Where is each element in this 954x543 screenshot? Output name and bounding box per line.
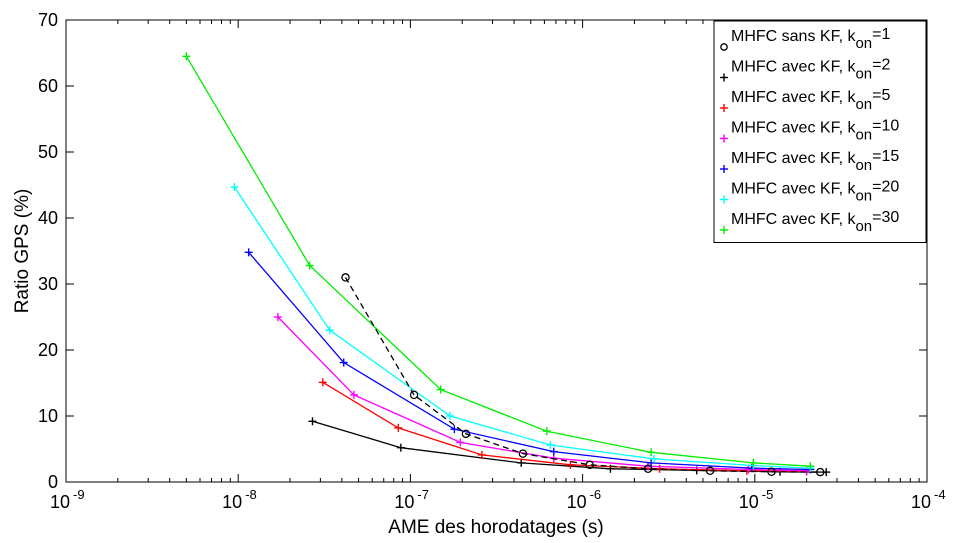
x-axis-label: AME des horodatages (s) <box>388 517 603 538</box>
legend-entry: MHFC avec KF, kon=30 <box>720 209 899 235</box>
legend-marker <box>720 73 728 82</box>
data-point <box>450 425 459 434</box>
legend-entry: MHFC avec KF, kon=20 <box>720 179 899 205</box>
data-point <box>549 447 558 456</box>
data-point <box>182 52 191 61</box>
data-point <box>749 458 758 467</box>
x-tick-exponent: -7 <box>417 487 429 502</box>
y-tick-label: 70 <box>38 10 58 30</box>
data-point <box>230 182 239 191</box>
legend-entry: MHFC avec KF, kon=15 <box>720 148 899 174</box>
data-point <box>647 448 656 457</box>
legend-label: MHFC avec KF, kon=2 <box>731 57 891 83</box>
legend-label: MHFC avec KF, kon=10 <box>731 118 899 144</box>
x-tick-label: 10 <box>567 492 587 512</box>
data-point <box>341 273 350 282</box>
legend-entry: MHFC avec KF, kon=10 <box>720 118 899 144</box>
legend-box <box>713 20 927 243</box>
x-tick-exponent: -5 <box>762 487 774 502</box>
data-point <box>705 466 715 476</box>
data-point <box>308 417 317 426</box>
data-point <box>585 460 594 470</box>
y-tick-label: 40 <box>38 208 58 228</box>
legend: MHFC sans KF, kon=1 MHFC avec KF, kon=2 MH… <box>713 20 927 243</box>
x-tick-label: 10 <box>394 492 414 512</box>
data-point <box>446 412 455 420</box>
data-point <box>273 313 282 321</box>
y-axis-label: Ratio GPS (%) <box>12 189 33 314</box>
legend-label: MHFC avec KF, kon=15 <box>731 148 899 174</box>
y-tick-label: 0 <box>48 472 58 492</box>
legend-marker <box>720 195 728 204</box>
data-point <box>244 248 253 257</box>
data-point <box>816 467 825 477</box>
legend-entry: MHFC sans KF, kon=1 <box>720 26 891 52</box>
legend-label: MHFC avec KF, kon=30 <box>731 209 899 235</box>
series-line <box>344 277 821 473</box>
x-tick-label: 10 <box>50 492 70 512</box>
data-point <box>305 261 314 270</box>
data-point <box>456 438 465 447</box>
data-point <box>566 460 575 469</box>
x-tick-exponent: -8 <box>245 487 257 502</box>
data-point <box>767 467 776 477</box>
data-point <box>542 427 551 436</box>
legend-marker <box>720 134 728 143</box>
legend-marker <box>720 226 728 234</box>
data-point <box>546 441 555 450</box>
data-point <box>325 326 334 335</box>
data-point <box>339 358 348 367</box>
legend-label: MHFC avec KF, kon=20 <box>731 179 899 205</box>
data-point <box>394 423 403 432</box>
x-tick-exponent: -6 <box>590 487 602 502</box>
data-point <box>436 385 445 394</box>
series-1 <box>341 273 825 477</box>
x-tick-label: 10 <box>739 492 759 512</box>
x-tick-label: 10 <box>911 492 931 512</box>
y-tick-label: 50 <box>38 142 58 162</box>
data-point <box>643 464 653 474</box>
x-tick-label: 10 <box>222 492 242 512</box>
data-point <box>409 390 419 400</box>
data-point <box>318 378 327 387</box>
legend-entry: MHFC avec KF, kon=5 <box>720 87 891 113</box>
data-point <box>396 443 405 452</box>
data-point <box>806 462 815 471</box>
y-tick-label: 60 <box>38 76 58 96</box>
data-point <box>518 449 528 458</box>
series-layer <box>182 52 831 477</box>
y-tick-label: 30 <box>38 274 58 294</box>
legend-label: MHFC avec KF, kon=5 <box>731 87 891 113</box>
legend-marker <box>720 43 728 51</box>
data-point <box>650 454 659 463</box>
legend-label: MHFC sans KF, kon=1 <box>731 26 891 52</box>
series-7 <box>182 52 815 471</box>
data-point <box>517 458 526 467</box>
data-point <box>349 390 358 399</box>
legend-marker <box>720 165 728 173</box>
y-tick-label: 20 <box>38 340 58 360</box>
data-point <box>461 429 471 439</box>
data-point <box>477 450 486 459</box>
legend-marker <box>720 104 728 112</box>
y-tick-label: 10 <box>38 406 58 426</box>
x-tick-exponent: -9 <box>73 487 85 502</box>
legend-entry: MHFC avec KF, kon=2 <box>720 57 891 83</box>
x-tick-exponent: -4 <box>934 487 946 502</box>
